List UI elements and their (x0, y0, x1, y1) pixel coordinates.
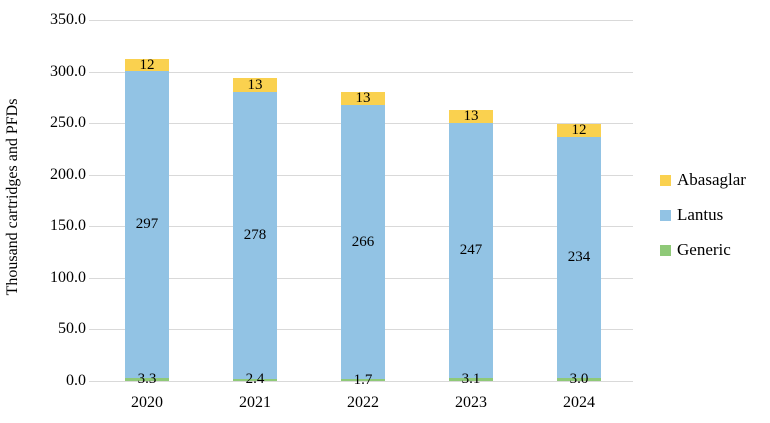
y-tick-label: 200.0 (50, 165, 86, 183)
x-tick-label: 2021 (239, 394, 271, 411)
bar-segment-lantus: 247 (449, 123, 493, 378)
bar-2024: 12 234 3.0 (557, 121, 601, 387)
y-axis-tick-labels: 0.0 50.0 100.0 150.0 200.0 250.0 300.0 350.0 (0, 11, 86, 389)
data-label-abasaglar: 13 (247, 76, 263, 93)
y-tick-label: 50.0 (58, 320, 86, 338)
x-axis-tick-labels: 2020 2021 2022 2023 2024 (93, 393, 633, 417)
bar-2021: 13 278 2.4 (233, 76, 277, 387)
legend-item-generic: Generic (660, 240, 731, 260)
plot-area: 12 297 3.3 13 278 2.4 13 266 1.7 13 247 3.1 12 234 3.0 (89, 20, 633, 388)
legend-label: Abasaglar (677, 170, 746, 189)
bar-2020: 12 297 3.3 (125, 56, 169, 387)
bar-segment-generic: 3.0 (557, 371, 601, 387)
y-tick-label: 100.0 (50, 268, 86, 286)
x-axis-line (89, 381, 633, 382)
data-label-generic: 3.0 (569, 370, 589, 387)
x-tick-label: 2022 (347, 394, 379, 411)
legend-label: Lantus (677, 205, 724, 224)
data-label-abasaglar: 12 (571, 121, 587, 138)
legend-swatch-icon (660, 209, 671, 221)
bar-2023: 13 247 3.1 (449, 107, 493, 387)
y-tick-label: 150.0 (50, 217, 86, 235)
legend-item-abasaglar: Abasaglar (660, 170, 746, 190)
y-tick-label: 250.0 (50, 114, 86, 132)
data-label-generic: 2.4 (245, 371, 265, 388)
y-tick-label: 350.0 (50, 11, 86, 28)
bar-segment-generic: 3.3 (125, 371, 169, 387)
data-label-abasaglar: 13 (463, 107, 479, 124)
bar-segment-generic: 2.4 (233, 371, 277, 387)
bar-segment-lantus: 266 (341, 104, 385, 380)
bar-segment-abasaglar: 13 (233, 76, 277, 93)
data-label-generic: 1.7 (353, 371, 373, 388)
bar-2022: 13 266 1.7 (341, 89, 385, 388)
x-tick-label: 2020 (131, 394, 163, 411)
data-label-abasaglar: 12 (139, 56, 155, 73)
data-label-lantus: 297 (135, 215, 159, 232)
data-label-generic: 3.3 (137, 370, 157, 387)
gridline (89, 20, 633, 21)
y-tick-label: 0.0 (66, 372, 86, 389)
bar-segment-lantus: 278 (233, 91, 277, 379)
legend-swatch-icon (660, 174, 671, 186)
bar-segment-generic: 1.7 (341, 372, 385, 388)
bar-segment-abasaglar: 13 (449, 107, 493, 124)
bar-segment-abasaglar: 13 (341, 89, 385, 106)
data-label-lantus: 278 (243, 226, 267, 243)
data-label-generic: 3.1 (461, 370, 481, 387)
legend-swatch-icon (660, 244, 671, 256)
bar-segment-abasaglar: 12 (125, 56, 169, 73)
x-tick-label: 2023 (455, 394, 487, 411)
bar-segment-lantus: 234 (557, 136, 601, 378)
data-label-lantus: 266 (351, 233, 375, 250)
gridline (89, 71, 633, 73)
data-label-lantus: 234 (567, 248, 591, 265)
bar-segment-generic: 3.1 (449, 371, 493, 387)
data-label-lantus: 247 (459, 241, 483, 258)
y-tick-label: 300.0 (50, 62, 86, 80)
bar-segment-abasaglar: 12 (557, 121, 601, 138)
x-tick-label: 2024 (563, 394, 595, 411)
data-label-abasaglar: 13 (355, 89, 371, 106)
bar-segment-lantus: 297 (125, 71, 169, 378)
legend-item-lantus: Lantus (660, 205, 723, 225)
legend-label: Generic (677, 240, 731, 259)
